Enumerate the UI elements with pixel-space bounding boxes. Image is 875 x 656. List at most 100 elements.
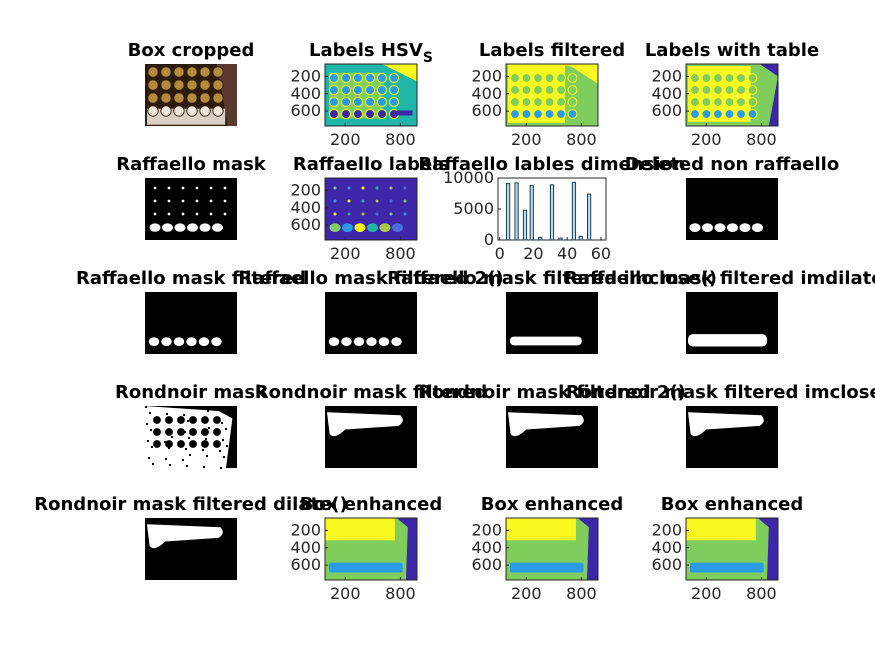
mask-hole bbox=[188, 439, 198, 449]
y-tick-label: 600 bbox=[471, 555, 502, 574]
mask-noise bbox=[206, 455, 208, 457]
subplot-p11: Raffaello mask filtered imclose() bbox=[387, 268, 717, 354]
img-dot bbox=[333, 212, 337, 216]
img-blob bbox=[713, 73, 723, 83]
mask-noise bbox=[182, 459, 184, 461]
img-blob bbox=[724, 109, 735, 119]
y-tick-label: 200 bbox=[651, 520, 682, 539]
mask-noise bbox=[166, 413, 168, 415]
subplot-title-text: Deleted non raffaello bbox=[625, 154, 839, 175]
img-blob bbox=[701, 97, 712, 107]
mask-blob bbox=[341, 337, 352, 346]
img-blob bbox=[376, 84, 388, 96]
img-blob bbox=[701, 109, 712, 119]
subplot-image bbox=[145, 64, 237, 126]
subplot-title-text: Raffaello lables dimension bbox=[418, 154, 685, 175]
mask-noise bbox=[189, 454, 191, 456]
x-tick-label: 200 bbox=[691, 584, 722, 603]
mask-dot bbox=[167, 186, 171, 190]
subplot-title-text: Rondnoir mask filtered dilate() bbox=[34, 494, 347, 515]
mask-blob bbox=[739, 223, 751, 232]
img-blob bbox=[736, 85, 746, 95]
mask-noise bbox=[145, 406, 147, 408]
mask-blob bbox=[328, 337, 340, 346]
subplot-title-text: Labels with table bbox=[645, 40, 819, 61]
img-dot bbox=[375, 199, 379, 203]
img-blob bbox=[747, 97, 758, 107]
mask-noise bbox=[148, 457, 150, 459]
y-tick-label: 400 bbox=[290, 538, 321, 557]
mask-noise bbox=[147, 440, 149, 442]
mask-blob bbox=[689, 223, 701, 232]
histogram-bar bbox=[522, 209, 528, 241]
subplot-title-text: Rondnoir mask filtered imclose() bbox=[566, 382, 875, 403]
mask-dot bbox=[181, 212, 185, 216]
histogram-bar bbox=[506, 183, 511, 241]
subplot-title: Rondnoir mask filtered 2() bbox=[418, 382, 686, 403]
mask-noise bbox=[188, 437, 190, 439]
mask-bar bbox=[688, 334, 768, 347]
y-tick-label: 600 bbox=[471, 101, 502, 120]
y-tick-label: 600 bbox=[651, 555, 682, 574]
img-blob bbox=[544, 73, 555, 83]
subplot-title-text: Box enhanced bbox=[661, 494, 804, 515]
mask-noise bbox=[171, 436, 173, 438]
mask-blob bbox=[162, 223, 173, 232]
img-blob bbox=[724, 97, 735, 107]
y-tick-label: 10000 bbox=[443, 168, 494, 187]
img-blob bbox=[544, 85, 555, 95]
mask-blob bbox=[727, 223, 738, 232]
photo-edge bbox=[216, 64, 237, 126]
mask-dot bbox=[223, 186, 227, 190]
img-blob bbox=[747, 85, 758, 95]
subplot-image bbox=[325, 178, 417, 240]
img-corner bbox=[561, 64, 598, 84]
subplot-image bbox=[686, 518, 778, 580]
img-blob bbox=[567, 73, 578, 83]
img-blob bbox=[713, 85, 723, 95]
subplot-title-text: Raffaello mask filtered imclose() bbox=[387, 268, 717, 289]
y-tick-label: 200 bbox=[290, 66, 321, 85]
subplot-title: Raffaello labels bbox=[293, 154, 449, 175]
mask-noise bbox=[151, 446, 153, 448]
subplot-title: Labels HSVS bbox=[309, 40, 433, 66]
img-blob bbox=[376, 96, 388, 108]
subplot-p17: Rondnoir mask filtered dilate() bbox=[34, 494, 348, 580]
mask-noise bbox=[204, 421, 206, 423]
img-blob bbox=[329, 223, 341, 232]
img-blob bbox=[376, 72, 388, 84]
mask-blob bbox=[508, 412, 584, 437]
x-tick-label: 20 bbox=[523, 244, 543, 263]
x-tick-label: 800 bbox=[746, 130, 777, 149]
photo-praline bbox=[186, 79, 198, 91]
mask-blob bbox=[353, 337, 365, 346]
img-dot bbox=[389, 199, 393, 203]
histogram-bar bbox=[549, 184, 555, 241]
subplot-title-text: Raffaello mask filtered bbox=[76, 268, 306, 289]
x-tick-label: 40 bbox=[557, 244, 577, 263]
subplot-title: Raffaello mask filtered imclose() bbox=[387, 268, 717, 289]
subplot-title: Box enhanced bbox=[481, 494, 624, 515]
img-dot bbox=[333, 186, 337, 190]
photo-praline bbox=[160, 105, 172, 117]
subplot-image bbox=[686, 64, 778, 126]
histogram-bar bbox=[514, 182, 519, 241]
mask-blob bbox=[714, 223, 726, 232]
img-blob bbox=[690, 85, 700, 95]
subplot-p16: Rondnoir mask filtered imclose() bbox=[566, 382, 875, 468]
x-tick-label: 800 bbox=[566, 130, 597, 149]
mask-noise bbox=[202, 449, 204, 451]
img-dot bbox=[375, 212, 379, 216]
img-blob bbox=[521, 85, 532, 95]
photo-praline bbox=[160, 92, 172, 104]
mask-noise bbox=[221, 422, 223, 424]
mask-blob bbox=[161, 337, 172, 346]
mask-noise bbox=[150, 429, 152, 431]
subplot-title: Raffaello mask filtered bbox=[76, 268, 306, 289]
photo-praline bbox=[186, 92, 198, 104]
img-blob bbox=[367, 223, 378, 232]
photo-praline bbox=[199, 79, 211, 91]
photo-praline bbox=[186, 105, 198, 117]
